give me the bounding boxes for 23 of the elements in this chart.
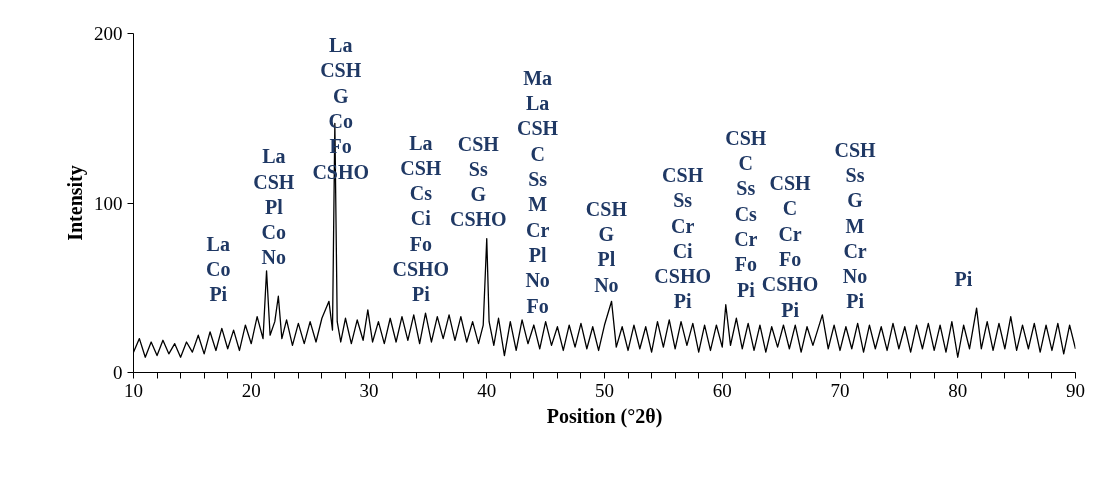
x-tick-label: 80 (948, 379, 968, 401)
annotation: Pi (954, 268, 973, 291)
annotation: CSH Ss G CSHO (449, 132, 507, 231)
x-tick-label: 20 (241, 379, 261, 401)
y-tick-label: 0 (113, 362, 123, 383)
x-tick-label: 40 (477, 379, 497, 401)
annotation: La CSH Pl Co No (253, 145, 295, 269)
x-tick-label: 90 (1066, 379, 1085, 401)
annotation: CSH G Pl No (585, 197, 628, 296)
text: Ma La CSH C Ss M Cr Pl No Fo (517, 66, 559, 317)
annotation: La Co Pi (206, 232, 231, 306)
annotation: CSH Ss G M Cr No Pi (834, 138, 877, 313)
y-tick-label: 200 (94, 23, 123, 44)
annotation: La CSH Cs Ci Fo CSHO Pi (392, 131, 450, 306)
x-tick-label: 50 (595, 379, 614, 401)
x-tick-label: 70 (830, 379, 850, 401)
x-tick-label: 10 (124, 379, 143, 401)
x-tick-label: 30 (359, 379, 379, 401)
y-tick-label: 100 (94, 192, 123, 214)
y-axis-title: Intensity (64, 165, 87, 241)
annotation: CSH Ss Cr Ci CSHO Pi (654, 164, 712, 313)
x-axis-title: Position (°2θ) (546, 404, 663, 428)
x-tick-label: 60 (712, 379, 732, 401)
